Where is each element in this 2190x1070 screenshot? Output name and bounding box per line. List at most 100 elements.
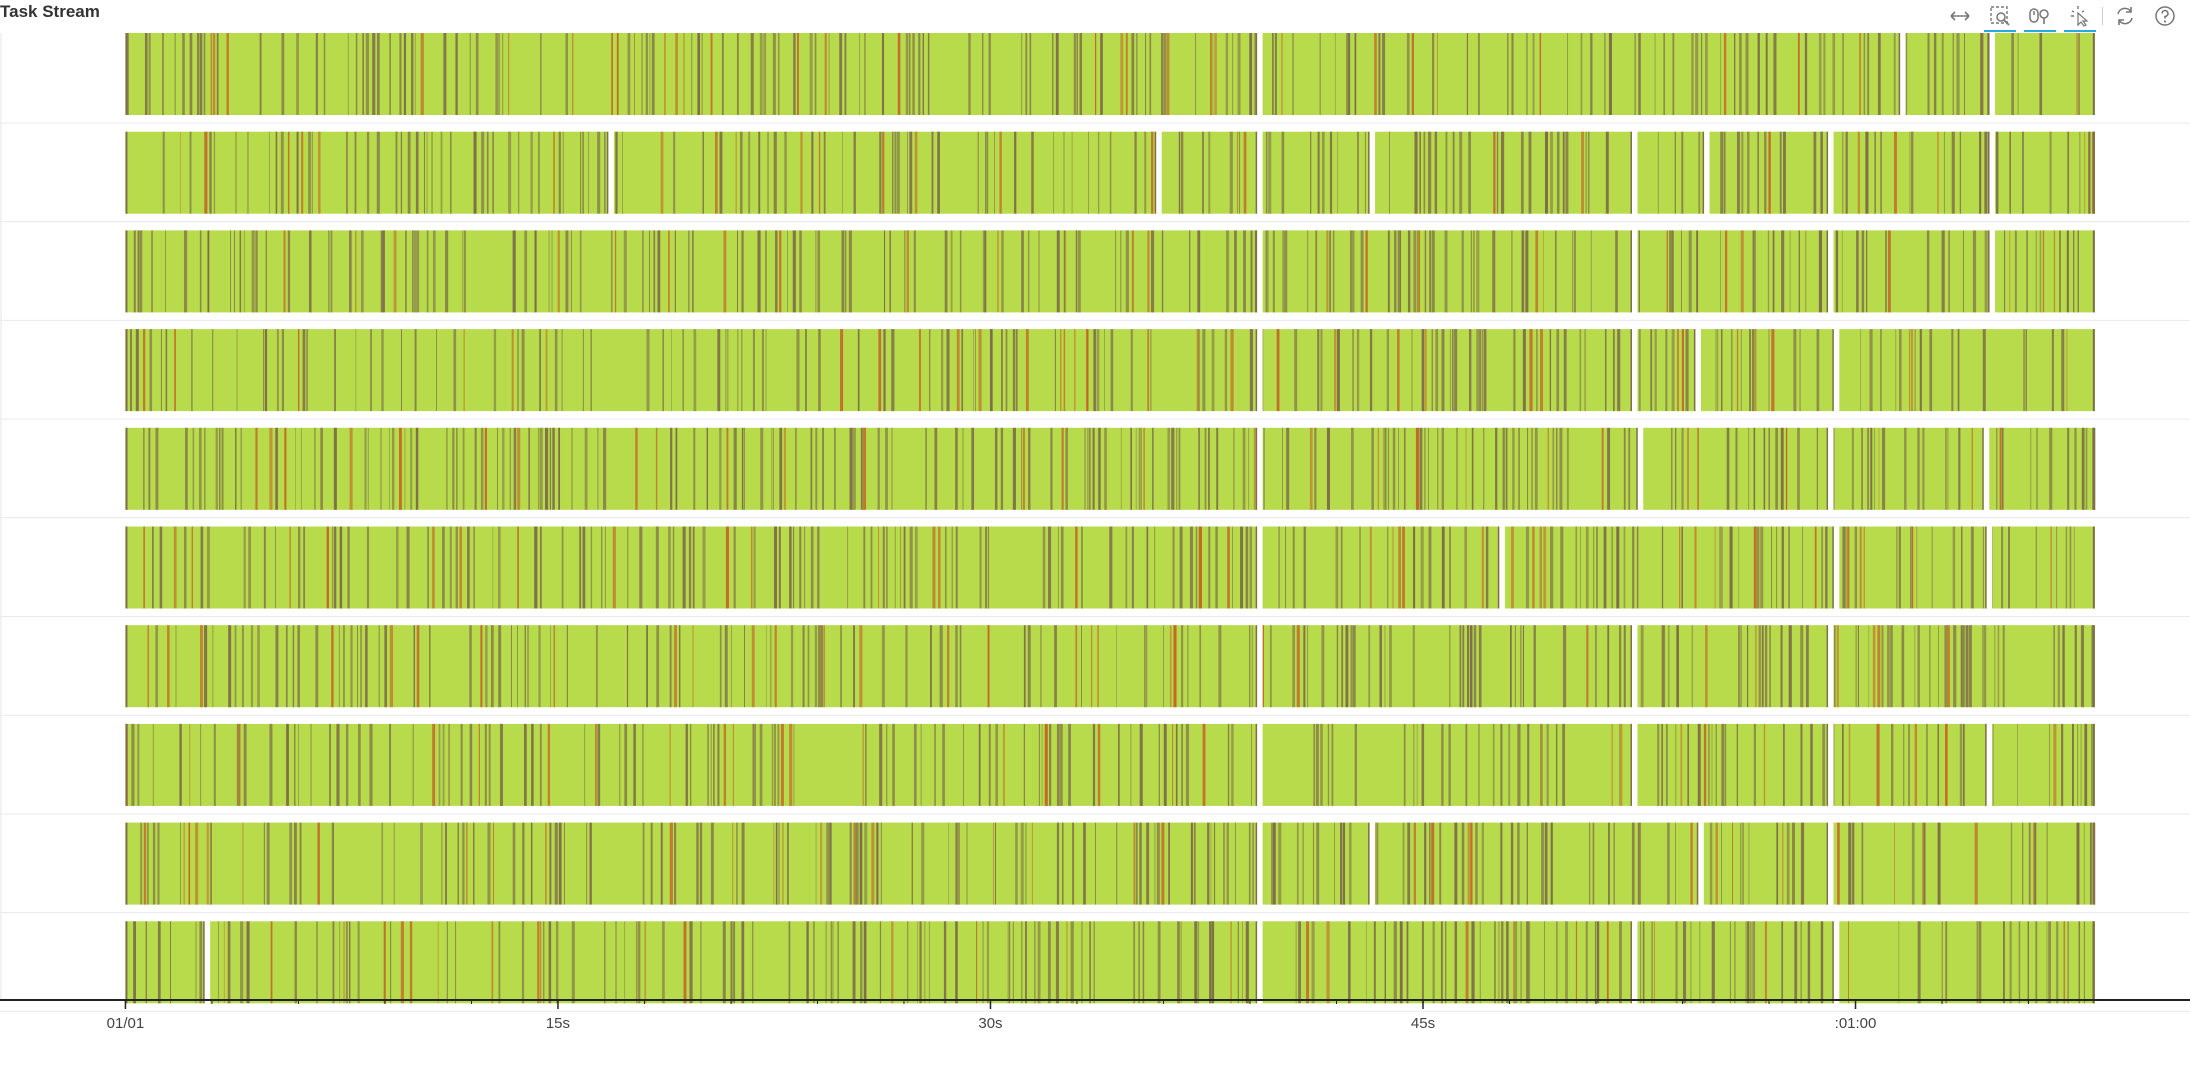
task-rect [1816,329,1820,412]
task-rect [886,723,888,806]
task-rect [1402,822,1405,905]
task-rect [1369,526,1372,609]
task-rect [1272,822,1276,905]
task-rect [595,625,598,708]
task-rect [2049,427,2053,510]
task-rect [1133,921,1136,1004]
task-rect [1867,427,1870,510]
task-rect [405,230,407,313]
task-rect [1729,526,1733,609]
task-rect [733,526,736,609]
task-rect [1898,921,1900,1004]
task-edge [606,131,609,214]
task-rect [1755,329,1757,412]
task-rect [1424,230,1427,313]
task-rect [1653,921,1655,1004]
task-rect [655,526,659,609]
task-rect [806,921,809,1004]
task-rect [1471,427,1474,510]
task-rect [1715,329,1717,412]
task-rect [407,131,411,214]
task-rect [674,230,676,313]
task-rect [660,822,663,905]
lane-gap [1827,722,1834,807]
task-rect [1216,427,1219,510]
task-rect [1021,230,1024,313]
task-rect [1178,427,1181,510]
tap-tool-button[interactable] [2060,0,2100,32]
task-rect [814,625,818,708]
task-rect [336,723,340,806]
task-rect [1856,230,1859,313]
task-rect [1234,230,1237,313]
lane-gap [1256,722,1263,807]
task-rect [636,921,638,1004]
task-rect [1757,131,1759,214]
task-rect [1851,822,1855,905]
task-rect [1387,526,1389,609]
task-rect [1544,921,1546,1004]
help-tool-button[interactable] [2145,0,2185,32]
task-rect [1139,822,1142,905]
task-rect [1272,230,1275,313]
task-rect [531,723,534,806]
task-rect [1780,625,1783,708]
task-rect [1596,921,1600,1004]
task-rect [834,427,836,510]
task-rect [215,427,218,510]
task-rect [1685,329,1689,412]
task-rect [1550,131,1553,214]
task-rect [1507,33,1509,115]
task-rect [1747,921,1750,1004]
task-rect [508,33,510,115]
task-rect [1062,822,1064,905]
task-rect [1198,329,1200,412]
task-rect [1697,723,1701,806]
task-rect [1027,230,1030,313]
task-rect [793,723,795,806]
task-rect [1628,427,1631,510]
task-rect [199,625,203,708]
task-rect [1470,230,1473,313]
task-rect [1962,723,1965,806]
task-rect [1161,230,1164,313]
wheel-zoom-tool-button[interactable] [2020,0,2060,32]
task-rect [133,230,136,313]
task-rect [1364,131,1366,214]
task-rect [989,329,993,412]
task-rect [370,329,373,412]
pan-tool-button[interactable] [1940,0,1980,32]
task-rect [928,921,930,1004]
task-rect [1709,822,1713,905]
task-rect [445,230,449,313]
task-rect [1249,526,1253,609]
task-rect [1389,131,1390,214]
task-rect [615,921,617,1004]
task-rect [1842,33,1845,115]
task-rect [339,921,341,1004]
task-rect [1739,33,1742,115]
task-rect [364,427,367,510]
task-rect [1910,526,1912,609]
x-tick-label: 30s [978,1015,1002,1032]
task-rect [462,230,464,313]
task-rect [1848,921,1849,1004]
task-rect [160,329,162,412]
task-rect [2089,822,2092,905]
task-rect [792,526,795,609]
task-rect [565,230,569,313]
task-rect [1227,723,1230,806]
task-rect [1687,723,1689,806]
task-rect [1544,131,1549,214]
task-rect [433,723,436,806]
task-rect [126,33,129,115]
task-rect [1349,822,1352,905]
task-rect [1698,131,1701,214]
worker-lane [125,130,2096,215]
task-edge [125,427,128,510]
task-rect [871,822,875,905]
reset-tool-button[interactable] [2105,0,2145,32]
task-rect [2028,822,2031,905]
box-zoom-tool-button[interactable] [1980,0,2020,32]
